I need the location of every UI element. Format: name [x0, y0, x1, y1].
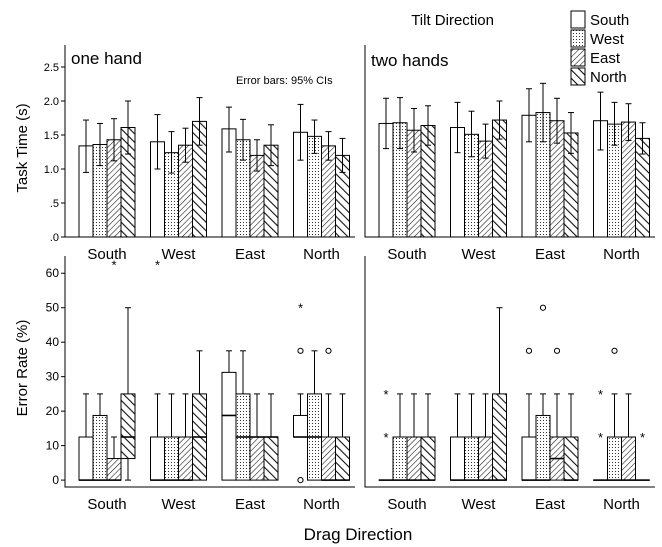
y-tick-label: 10	[46, 439, 60, 453]
box-south-south	[79, 437, 93, 480]
y-axis-label-error-rate: Error Rate (%)	[14, 320, 31, 417]
box-south-west	[93, 415, 107, 480]
box-south-east	[107, 459, 121, 481]
x-tick-label-east: East	[535, 496, 566, 513]
legend: Tilt Direction South West East North	[411, 11, 629, 86]
panel-title-two-hands: two hands	[371, 51, 449, 70]
box-west-west	[165, 437, 179, 480]
box-south-west	[393, 437, 407, 480]
legend-swatch-north	[571, 68, 585, 85]
y-tick-label: 20	[46, 404, 60, 418]
panel-title-one-hand: one hand	[71, 49, 142, 68]
x-tick-label-north: North	[303, 496, 340, 513]
extreme-west-south: *	[155, 258, 160, 273]
x-tick-label-west: West	[162, 246, 197, 263]
box-south-north	[121, 394, 135, 459]
x-tick-label-south: South	[87, 496, 126, 513]
legend-label-south: South	[590, 12, 629, 29]
legend-swatch-west	[571, 30, 585, 47]
legend-label-north: North	[590, 69, 627, 86]
y-tick-label: 30	[46, 370, 60, 384]
extreme-north-north: *	[640, 430, 645, 445]
legend-label-west: West	[590, 31, 625, 48]
y-tick-label: .0	[50, 232, 59, 244]
extreme-south-east: *	[111, 258, 116, 273]
legend-swatch-east	[571, 49, 585, 66]
x-axis-label-drag-direction: Drag Direction	[304, 525, 413, 544]
y-tick-label: 50	[46, 301, 60, 315]
panel-frames	[65, 45, 655, 487]
box-east-south	[522, 437, 536, 480]
outlier-east-west	[540, 305, 545, 310]
y-tick-label: 0	[52, 473, 59, 487]
box-west-east	[179, 437, 193, 480]
x-tick-label-north: North	[603, 246, 640, 263]
box-east-west	[536, 415, 550, 480]
y-tick-label: 2.0	[44, 96, 59, 108]
legend-swatch-south	[571, 11, 585, 28]
error-bars-note: Error bars: 95% CIs	[236, 75, 333, 87]
bar-chart-two-hands: South West East North	[379, 83, 650, 263]
y-axis-label-task-time: Task Time (s)	[14, 103, 31, 192]
box-east-north	[264, 437, 278, 480]
x-tick-label-west: West	[162, 496, 197, 513]
x-tick-label-east: East	[235, 496, 266, 513]
x-tick-label-north: North	[603, 496, 640, 513]
box-west-east	[479, 437, 493, 480]
box-chart-two-hands: South West East North * * * * *	[379, 305, 650, 513]
x-tick-label-south: South	[387, 246, 426, 263]
extreme-north-south: *	[598, 387, 603, 402]
box-south-east	[407, 437, 421, 480]
y-tick-label: 2.5	[44, 62, 59, 74]
outlier-north-west	[612, 348, 617, 353]
outlier-east-south	[526, 348, 531, 353]
extreme-south-south: *	[383, 430, 388, 445]
box-west-west	[465, 437, 479, 480]
x-tick-label-south: South	[387, 496, 426, 513]
box-west-south	[151, 437, 165, 480]
y-tick-label: 1.5	[44, 130, 59, 142]
y-tick-label: .5	[50, 198, 59, 210]
box-south-north	[421, 437, 435, 480]
box-north-east	[322, 437, 336, 480]
box-east-east	[250, 437, 264, 480]
box-north-south	[294, 415, 308, 437]
extreme-north-south: *	[598, 430, 603, 445]
outlier-north-south	[298, 348, 303, 353]
x-tick-label-south: South	[87, 246, 126, 263]
x-tick-label-north: North	[303, 246, 340, 263]
box-west-south	[451, 437, 465, 480]
box-west-north	[493, 394, 507, 480]
box-chart-one-hand: 0 10 20 30 40 50 60 South West East North * * *	[46, 258, 350, 513]
x-tick-label-west: West	[462, 496, 497, 513]
box-north-north	[336, 437, 350, 480]
bar-chart-one-hand: .0 .5 1.0 1.5 2.0 2.5 South West East North	[44, 62, 350, 263]
extreme-south-south: *	[383, 387, 388, 402]
y-tick-label: 40	[46, 335, 60, 349]
box-east-south	[222, 372, 236, 480]
y-tick-label: 60	[46, 266, 60, 280]
x-tick-label-east: East	[535, 246, 566, 263]
chart-marks: .0 .5 1.0 1.5 2.0 2.5 South West East North South W…	[44, 62, 650, 513]
box-north-west	[608, 437, 622, 480]
legend-title: Tilt Direction	[411, 12, 494, 29]
legend-label-east: East	[590, 50, 621, 67]
y-tick-label: 1.0	[44, 164, 59, 176]
outlier-east-east	[554, 348, 559, 353]
x-tick-label-west: West	[462, 246, 497, 263]
extreme-north-south: *	[298, 301, 303, 316]
outlier-north-east	[326, 348, 331, 353]
outlier-north-south	[298, 478, 303, 483]
box-east-north	[564, 437, 578, 480]
box-north-east	[622, 437, 636, 480]
x-tick-label-east: East	[235, 246, 266, 263]
